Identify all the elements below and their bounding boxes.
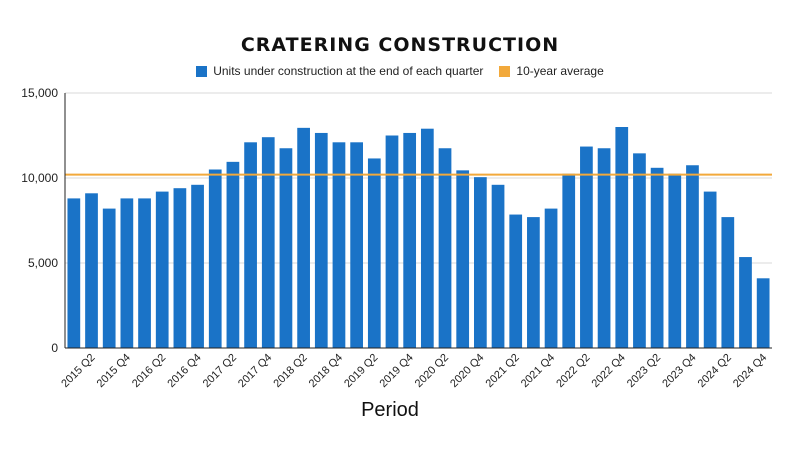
x-tick-label: 2017 Q4 xyxy=(236,352,274,390)
bar xyxy=(756,278,770,348)
bar xyxy=(120,198,134,348)
x-tick-label: 2015 Q4 xyxy=(95,352,133,390)
x-tick-label: 2019 Q2 xyxy=(342,352,380,390)
gridlines xyxy=(65,92,772,264)
x-tick-label: 2024 Q4 xyxy=(731,352,769,390)
bar xyxy=(615,127,629,348)
x-tick-label: 2016 Q2 xyxy=(130,352,168,390)
legend-item-units: Units under construction at the end of e… xyxy=(196,64,483,78)
bar xyxy=(385,135,399,348)
bar xyxy=(102,208,116,348)
bar xyxy=(191,184,204,348)
bar xyxy=(633,153,646,348)
y-tick-labels: 0 5,000 10,000 15,000 xyxy=(21,86,58,355)
x-tick-label: 2022 Q2 xyxy=(554,352,592,390)
bar xyxy=(314,132,328,348)
bar xyxy=(138,198,151,348)
chart-title: CRATERING CONSTRUCTION xyxy=(240,34,560,56)
x-tick-label: 2020 Q2 xyxy=(413,352,451,390)
x-tick-label: 2023 Q2 xyxy=(625,352,663,390)
bar xyxy=(527,217,540,348)
chart-legend: Units under construction at the end of e… xyxy=(0,64,800,78)
bar xyxy=(367,158,381,348)
y-tick-label: 5,000 xyxy=(28,256,58,270)
bar xyxy=(562,173,576,348)
legend-label-average: 10-year average xyxy=(516,64,604,78)
bar xyxy=(173,188,187,348)
bar xyxy=(297,127,310,348)
bar xyxy=(721,217,735,348)
legend-label-units: Units under construction at the end of e… xyxy=(213,64,484,78)
bar xyxy=(491,184,505,348)
legend-swatch-average xyxy=(499,65,511,77)
x-tick-label: 2018 Q4 xyxy=(307,352,345,390)
bar xyxy=(244,142,257,348)
bar xyxy=(208,169,222,348)
x-tick-label: 2016 Q4 xyxy=(165,352,203,390)
bar xyxy=(597,148,611,348)
x-tick-label: 2015 Q2 xyxy=(59,352,97,390)
bar xyxy=(155,191,169,348)
bar xyxy=(456,170,470,348)
bar xyxy=(350,142,364,348)
bar xyxy=(279,148,293,348)
bar xyxy=(544,208,558,348)
bar xyxy=(403,132,417,348)
bar xyxy=(473,177,487,348)
x-tick-label: 2021 Q2 xyxy=(484,352,522,390)
y-tick-label: 15,000 xyxy=(21,86,58,100)
bar xyxy=(703,191,717,348)
bar xyxy=(438,148,452,348)
x-tick-label: 2017 Q2 xyxy=(201,352,239,390)
bar xyxy=(739,257,752,348)
axes xyxy=(64,93,772,349)
y-tick-label: 0 xyxy=(51,341,58,355)
legend-swatch-units xyxy=(196,65,208,77)
x-tick-label: 2020 Q4 xyxy=(448,352,486,390)
bar xyxy=(67,198,81,348)
bar xyxy=(580,146,593,348)
bar xyxy=(261,137,275,348)
x-axis-label: Period xyxy=(361,399,419,421)
bar xyxy=(420,128,434,348)
bar xyxy=(650,167,664,348)
bar xyxy=(686,165,699,348)
x-tick-label: 2022 Q4 xyxy=(590,352,628,390)
x-tick-label: 2023 Q4 xyxy=(660,352,698,390)
bar xyxy=(509,214,523,348)
bars xyxy=(67,127,770,348)
x-tick-label: 2019 Q4 xyxy=(377,352,415,390)
bar xyxy=(332,142,346,348)
x-tick-label: 2021 Q4 xyxy=(519,352,557,390)
x-tick-label: 2024 Q2 xyxy=(696,352,734,390)
bar xyxy=(226,161,240,348)
bar xyxy=(668,173,682,348)
bar xyxy=(85,193,98,348)
y-tick-label: 10,000 xyxy=(21,171,58,185)
x-tick-label: 2018 Q2 xyxy=(271,352,309,390)
legend-item-average: 10-year average xyxy=(499,64,604,78)
